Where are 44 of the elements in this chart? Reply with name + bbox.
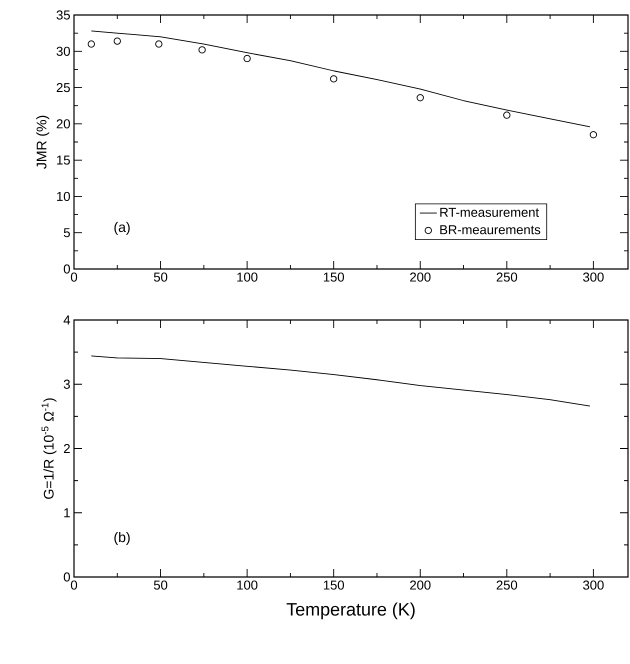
y-tick-label: 20 <box>56 119 70 128</box>
legend-label: BR-meaurements <box>440 225 540 234</box>
point <box>243 54 251 62</box>
y-tick-label: 5 <box>64 228 70 238</box>
y-tick-label: 15 <box>57 156 70 165</box>
x-tick-label: 200 <box>410 272 431 282</box>
point <box>88 40 95 48</box>
x-tick-label: 100 <box>237 272 258 282</box>
x-tick-label: 200 <box>410 580 431 590</box>
annotation: (b) <box>114 532 130 545</box>
point <box>590 131 598 138</box>
y-tick-label: 4 <box>64 316 70 324</box>
x-axis-title: Temperature (K) <box>286 602 415 620</box>
y-tick-label: 3 <box>64 380 70 389</box>
x-tick-label: 0 <box>70 272 78 282</box>
point <box>330 75 338 82</box>
y-tick-label: 0 <box>64 264 70 274</box>
point <box>198 46 206 54</box>
y-tick-label: 25 <box>56 82 70 92</box>
x-tick-label: 300 <box>583 272 604 282</box>
x-tick-label: 150 <box>324 272 344 282</box>
y-tick-label: 35 <box>56 10 70 20</box>
point <box>416 94 424 102</box>
y-axis-title: JMR (%) <box>36 116 50 169</box>
y-tick-label: 30 <box>56 46 70 56</box>
x-tick-label: 0 <box>70 580 78 590</box>
y-tick-label: 2 <box>64 444 70 454</box>
x-tick-label: 250 <box>496 272 518 282</box>
x-tick-label: 250 <box>496 580 518 590</box>
x-tick-label: 300 <box>583 580 604 590</box>
line-series <box>90 30 590 128</box>
legend-label: RT-measurement <box>440 208 539 217</box>
x-tick-label: 50 <box>154 580 168 590</box>
x-tick-label: 50 <box>154 272 168 282</box>
point <box>503 112 510 119</box>
annotation: (a) <box>114 222 130 235</box>
point <box>155 40 162 48</box>
y-tick-label: 0 <box>64 572 70 582</box>
x-tick-label: 100 <box>237 580 258 590</box>
y-tick-label: 10 <box>57 192 70 202</box>
y-tick-label: 1 <box>64 508 70 518</box>
y-axis-title: G=1/R (10$^{-5}$ Ω$^{-1}$) <box>42 398 56 499</box>
x-tick-label: 150 <box>324 580 344 590</box>
point <box>114 37 121 45</box>
